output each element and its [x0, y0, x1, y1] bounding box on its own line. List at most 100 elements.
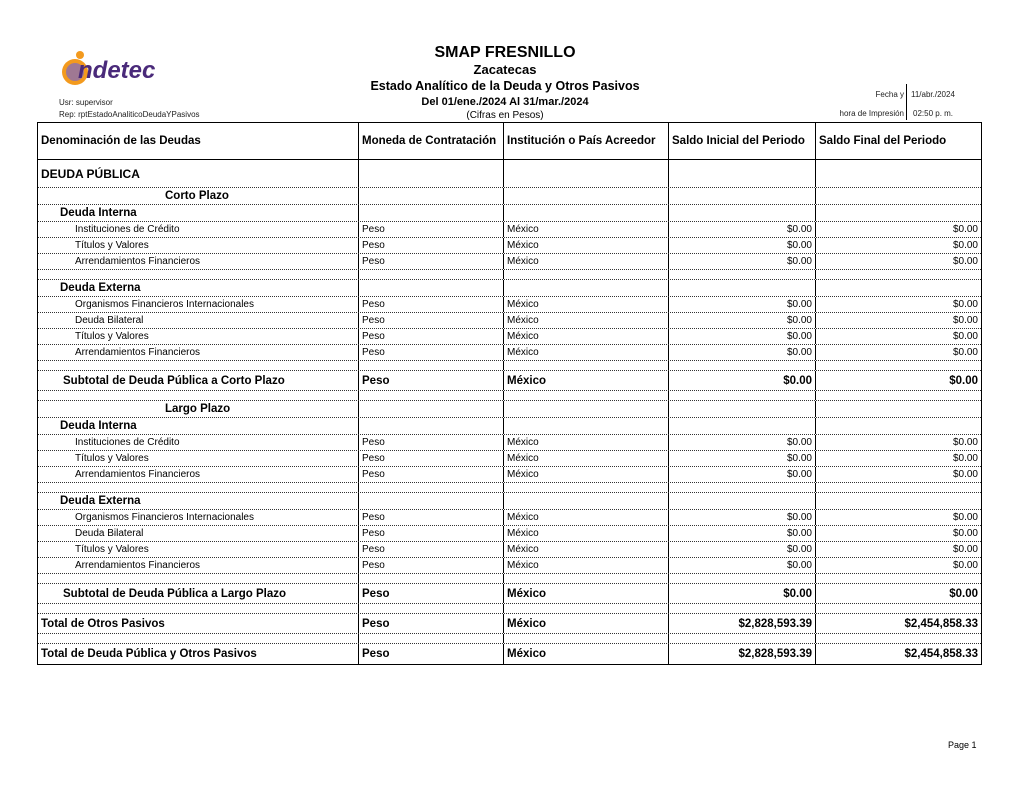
- final-balance-cell: $0.00: [952, 315, 978, 326]
- final-balance-cell: $0.00: [952, 299, 978, 310]
- initial-balance-cell: [669, 401, 816, 417]
- table-row: Deuda Interna: [38, 418, 981, 435]
- initial-balance-cell: $0.00: [669, 254, 816, 269]
- final-balance-cell: [816, 574, 981, 583]
- table-row: Títulos y Valores Peso México $0.00 $0.00: [38, 542, 981, 558]
- table-row: Títulos y Valores Peso México $0.00 $0.00: [38, 329, 981, 345]
- table-row: Corto Plazo: [38, 188, 981, 205]
- currency-cell: [359, 418, 504, 434]
- creditor-cell: [504, 205, 669, 221]
- final-balance-cell: [816, 483, 981, 492]
- final-balance-cell: [816, 160, 981, 187]
- table-row: Deuda Externa: [38, 280, 981, 297]
- initial-balance-cell: $0.00: [669, 558, 816, 573]
- print-time: 02:50 p. m.: [913, 109, 954, 118]
- denomination-cell: Deuda Interna: [38, 418, 359, 434]
- table-row: Organismos Financieros Internacionales Pe…: [38, 510, 981, 526]
- final-balance-cell: $0.00: [952, 512, 978, 523]
- spacer-row: [38, 391, 981, 401]
- creditor-cell: México: [504, 254, 669, 269]
- creditor-cell: [504, 418, 669, 434]
- creditor-cell: México: [504, 329, 669, 344]
- final-balance-cell: $0.00: [949, 587, 978, 600]
- creditor-cell: México: [504, 451, 669, 466]
- table-row: Subtotal de Deuda Pública a Corto Plazo P…: [38, 371, 981, 391]
- denomination-cell: Títulos y Valores: [38, 542, 359, 557]
- currency-cell: [359, 483, 504, 492]
- denomination-cell: Arrendamientos Financieros: [38, 467, 359, 482]
- initial-balance-cell: [669, 634, 816, 643]
- initial-balance-cell: $0.00: [669, 510, 816, 525]
- denomination-cell: Corto Plazo: [38, 188, 359, 204]
- currency-cell: Peso: [359, 371, 504, 390]
- denomination-cell: Deuda Externa: [38, 280, 359, 296]
- column-header: Moneda de Contratación: [359, 123, 504, 159]
- currency-cell: [359, 493, 504, 509]
- currency-cell: Peso: [359, 313, 504, 328]
- initial-balance-cell: [669, 280, 816, 296]
- table-row: Total de Deuda Pública y Otros Pasivos Pe…: [38, 644, 981, 664]
- creditor-cell: México: [504, 238, 669, 253]
- final-balance-cell: $2,454,858.33: [904, 648, 978, 660]
- currency-cell: Peso: [359, 297, 504, 312]
- currency-cell: Peso: [359, 238, 504, 253]
- initial-balance-cell: [669, 270, 816, 279]
- initial-balance-cell: $0.00: [669, 297, 816, 312]
- currency-cell: [359, 270, 504, 279]
- state-name: Zacatecas: [473, 62, 537, 77]
- final-balance-cell: [816, 205, 981, 221]
- initial-balance-cell: $0.00: [669, 451, 816, 466]
- final-balance-cell: [816, 401, 981, 417]
- column-header: Saldo Inicial del Periodo: [669, 123, 816, 159]
- initial-balance-cell: $0.00: [669, 584, 816, 603]
- spacer-row: [38, 574, 981, 584]
- initial-balance-cell: $0.00: [669, 345, 816, 360]
- spacer-row: [38, 270, 981, 280]
- final-balance-cell: $0.00: [952, 528, 978, 539]
- creditor-cell: México: [504, 644, 669, 664]
- denomination-cell: [38, 634, 359, 643]
- initial-balance-cell: [669, 418, 816, 434]
- denomination-cell: Largo Plazo: [38, 401, 359, 417]
- denomination-cell: [38, 270, 359, 279]
- creditor-cell: [504, 160, 669, 187]
- denomination-cell: Organismos Financieros Internacionales: [38, 297, 359, 312]
- creditor-cell: [504, 634, 669, 643]
- spacer-row: [38, 361, 981, 371]
- table-row: Arrendamientos Financieros Peso México $0.0…: [38, 254, 981, 270]
- creditor-cell: México: [504, 510, 669, 525]
- table-header: Denominación de las Deudas Moneda de Con…: [38, 123, 981, 160]
- date-label: Fecha y: [875, 90, 904, 99]
- creditor-cell: [504, 361, 669, 370]
- table-row: Instituciones de Crédito Peso México $0.00 $…: [38, 435, 981, 451]
- final-balance-cell: [816, 634, 981, 643]
- currency-cell: Peso: [359, 451, 504, 466]
- denomination-cell: Títulos y Valores: [38, 329, 359, 344]
- final-balance-cell: $0.00: [952, 453, 978, 464]
- report-period: Del 01/ene./2024 Al 31/mar./2024: [421, 96, 589, 108]
- final-balance-cell: $0.00: [949, 374, 978, 387]
- final-balance-cell: $0.00: [952, 347, 978, 358]
- currency-cell: Peso: [359, 558, 504, 573]
- currency-cell: Peso: [359, 644, 504, 664]
- table-row: Instituciones de Crédito Peso México $0.00 $…: [38, 222, 981, 238]
- final-balance-cell: $0.00: [952, 437, 978, 448]
- report-units: (Cifras en Pesos): [466, 110, 544, 121]
- table-row: Deuda Interna: [38, 205, 981, 222]
- currency-cell: Peso: [359, 510, 504, 525]
- denomination-cell: Subtotal de Deuda Pública a Largo Plazo: [38, 584, 359, 603]
- table-row: Arrendamientos Financieros Peso México $0.0…: [38, 558, 981, 574]
- table-row: Deuda Bilateral Peso México $0.00 $0.00: [38, 526, 981, 542]
- initial-balance-cell: $0.00: [669, 329, 816, 344]
- initial-balance-cell: [669, 361, 816, 370]
- initial-balance-cell: $0.00: [669, 526, 816, 541]
- denomination-cell: Títulos y Valores: [38, 451, 359, 466]
- creditor-cell: México: [504, 222, 669, 237]
- denomination-cell: Deuda Externa: [38, 493, 359, 509]
- initial-balance-cell: $0.00: [669, 542, 816, 557]
- creditor-cell: [504, 604, 669, 613]
- report-title: Estado Analítico de la Deuda y Otros Pas…: [370, 79, 640, 93]
- currency-cell: [359, 361, 504, 370]
- print-date: 11/abr./2024: [911, 90, 955, 99]
- currency-cell: [359, 634, 504, 643]
